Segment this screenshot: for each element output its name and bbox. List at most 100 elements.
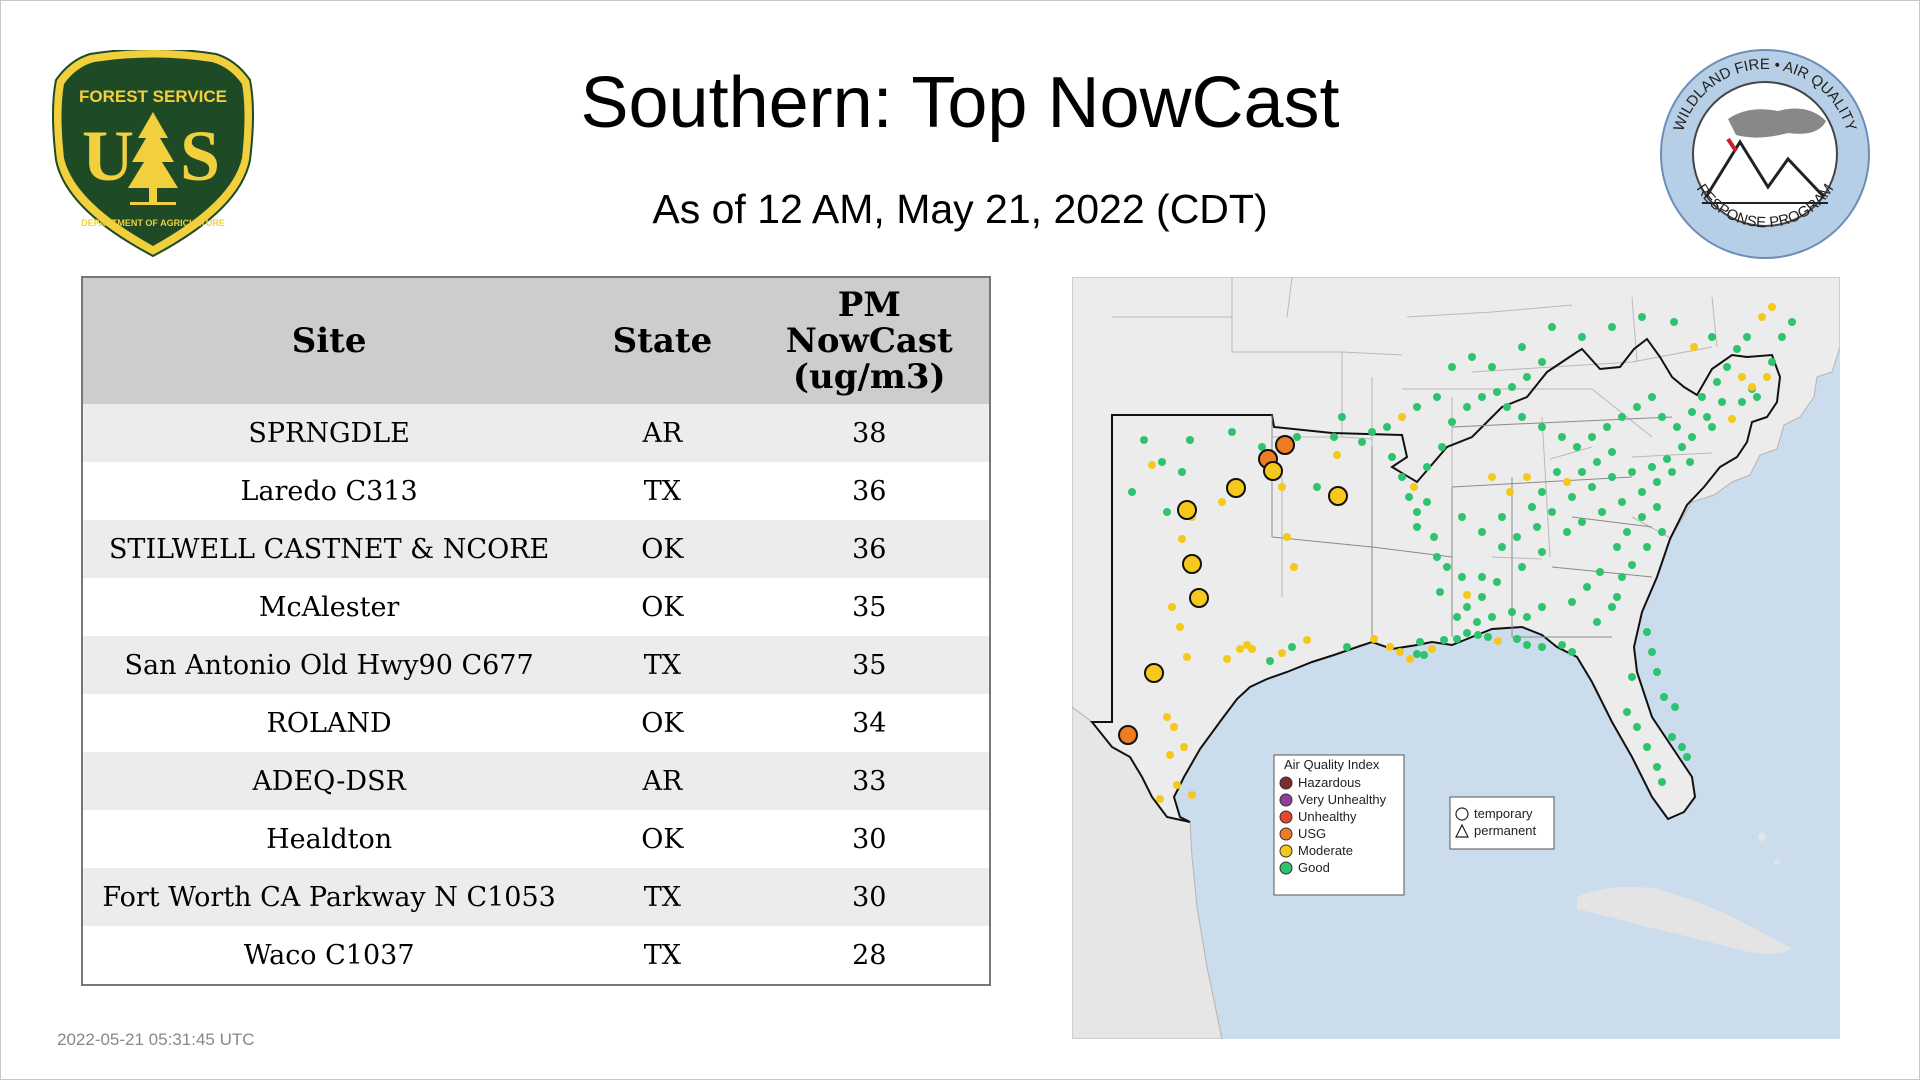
aqi-map: Air Quality Index Hazardous Very Unhealth… [1071,276,1841,1040]
monitor-marker [1218,498,1226,506]
monitor-marker [1603,423,1611,431]
cell-site: Waco C1037 [82,926,576,985]
monitor-marker [1158,458,1166,466]
monitor-marker-large [1263,461,1283,481]
monitor-marker [1386,643,1394,651]
monitor-marker [1478,573,1486,581]
monitor-marker [1653,668,1661,676]
monitor-marker [1478,393,1486,401]
monitor-marker [1453,635,1461,643]
monitor-marker [1618,573,1626,581]
cell-pm: 36 [749,520,990,578]
monitor-marker [1608,323,1616,331]
monitor-marker [1463,603,1471,611]
monitor-marker [1248,645,1256,653]
monitor-marker [1593,458,1601,466]
cell-state: TX [575,868,750,926]
monitor-marker [1578,333,1586,341]
monitor-marker [1258,443,1266,451]
monitor-marker [1168,603,1176,611]
cell-state: OK [575,694,750,752]
legend-label: Good [1298,860,1330,875]
monitor-marker [1406,655,1414,663]
monitor-marker [1538,358,1546,366]
temporary-circle-icon [1455,807,1469,821]
monitor-marker [1768,303,1776,311]
monitor-marker [1413,508,1421,516]
monitor-marker [1678,443,1686,451]
monitor-marker [1778,333,1786,341]
monitor-marker [1398,473,1406,481]
monitor-marker [1763,373,1771,381]
monitor-marker [1633,723,1641,731]
monitor-marker [1493,578,1501,586]
table-row: SPRNGDLE AR 38 [82,404,990,462]
monitor-marker [1518,563,1526,571]
nowcast-table: Site State PM NowCast (ug/m3) SPRNGDLE A… [81,276,991,986]
monitor-marker [1528,503,1536,511]
monitor-marker [1608,473,1616,481]
monitor-marker [1170,723,1178,731]
monitor-marker [1178,535,1186,543]
monitor-marker [1330,433,1338,441]
monitor-marker [1313,483,1321,491]
legend-label: Unhealthy [1298,809,1357,824]
monitor-marker [1618,498,1626,506]
monitor-marker [1578,518,1586,526]
table-row: San Antonio Old Hwy90 C677 TX 35 [82,636,990,694]
forest-service-logo-top-text: FOREST SERVICE [79,87,227,106]
monitor-marker [1753,393,1761,401]
monitor-marker [1453,613,1461,621]
monitor-marker [1338,413,1346,421]
legend-swatch [1279,827,1293,841]
monitor-marker [1748,383,1756,391]
monitor-marker [1303,636,1311,644]
monitor-marker [1343,643,1351,651]
monitor-marker [1558,433,1566,441]
cell-site: Fort Worth CA Parkway N C1053 [82,868,576,926]
monitor-marker [1653,763,1661,771]
table-row: Waco C1037 TX 28 [82,926,990,985]
monitor-marker [1628,561,1636,569]
monitor-marker [1463,591,1471,599]
monitor-marker [1458,513,1466,521]
table-row: Healdton OK 30 [82,810,990,868]
monitor-marker [1678,743,1686,751]
monitor-marker [1688,408,1696,416]
monitor-marker [1733,345,1741,353]
cell-state: TX [575,636,750,694]
cell-site: ADEQ-DSR [82,752,576,810]
monitor-marker [1523,473,1531,481]
header-site: Site [82,277,576,404]
monitor-marker [1643,543,1651,551]
monitor-marker [1433,553,1441,561]
legend-label: Hazardous [1298,775,1361,790]
table-row: ROLAND OK 34 [82,694,990,752]
monitor-marker [1484,633,1492,641]
monitor-marker [1713,378,1721,386]
monitor-marker [1178,468,1186,476]
monitor-marker [1538,603,1546,611]
monitor-marker [1140,436,1148,444]
permanent-triangle-icon [1455,823,1469,838]
forest-service-logo: FOREST SERVICE U S DEPARTMENT OF AGRICUL… [50,48,256,260]
monitor-marker [1548,323,1556,331]
cell-pm: 35 [749,636,990,694]
monitor-marker [1166,751,1174,759]
monitor-marker [1448,363,1456,371]
monitor-marker [1613,593,1621,601]
monitor-marker [1538,488,1546,496]
monitor-marker [1668,733,1676,741]
cell-pm: 38 [749,404,990,462]
monitor-marker [1758,313,1766,321]
monitor-marker [1663,455,1671,463]
monitor-marker [1293,433,1301,441]
table-row: McAlester OK 35 [82,578,990,636]
monitor-marker [1633,403,1641,411]
monitor-marker [1671,703,1679,711]
cell-site: STILWELL CASTNET & NCORE [82,520,576,578]
monitor-marker [1288,643,1296,651]
legend-swatch [1279,793,1293,807]
monitor-marker [1283,533,1291,541]
monitor-marker [1498,513,1506,521]
